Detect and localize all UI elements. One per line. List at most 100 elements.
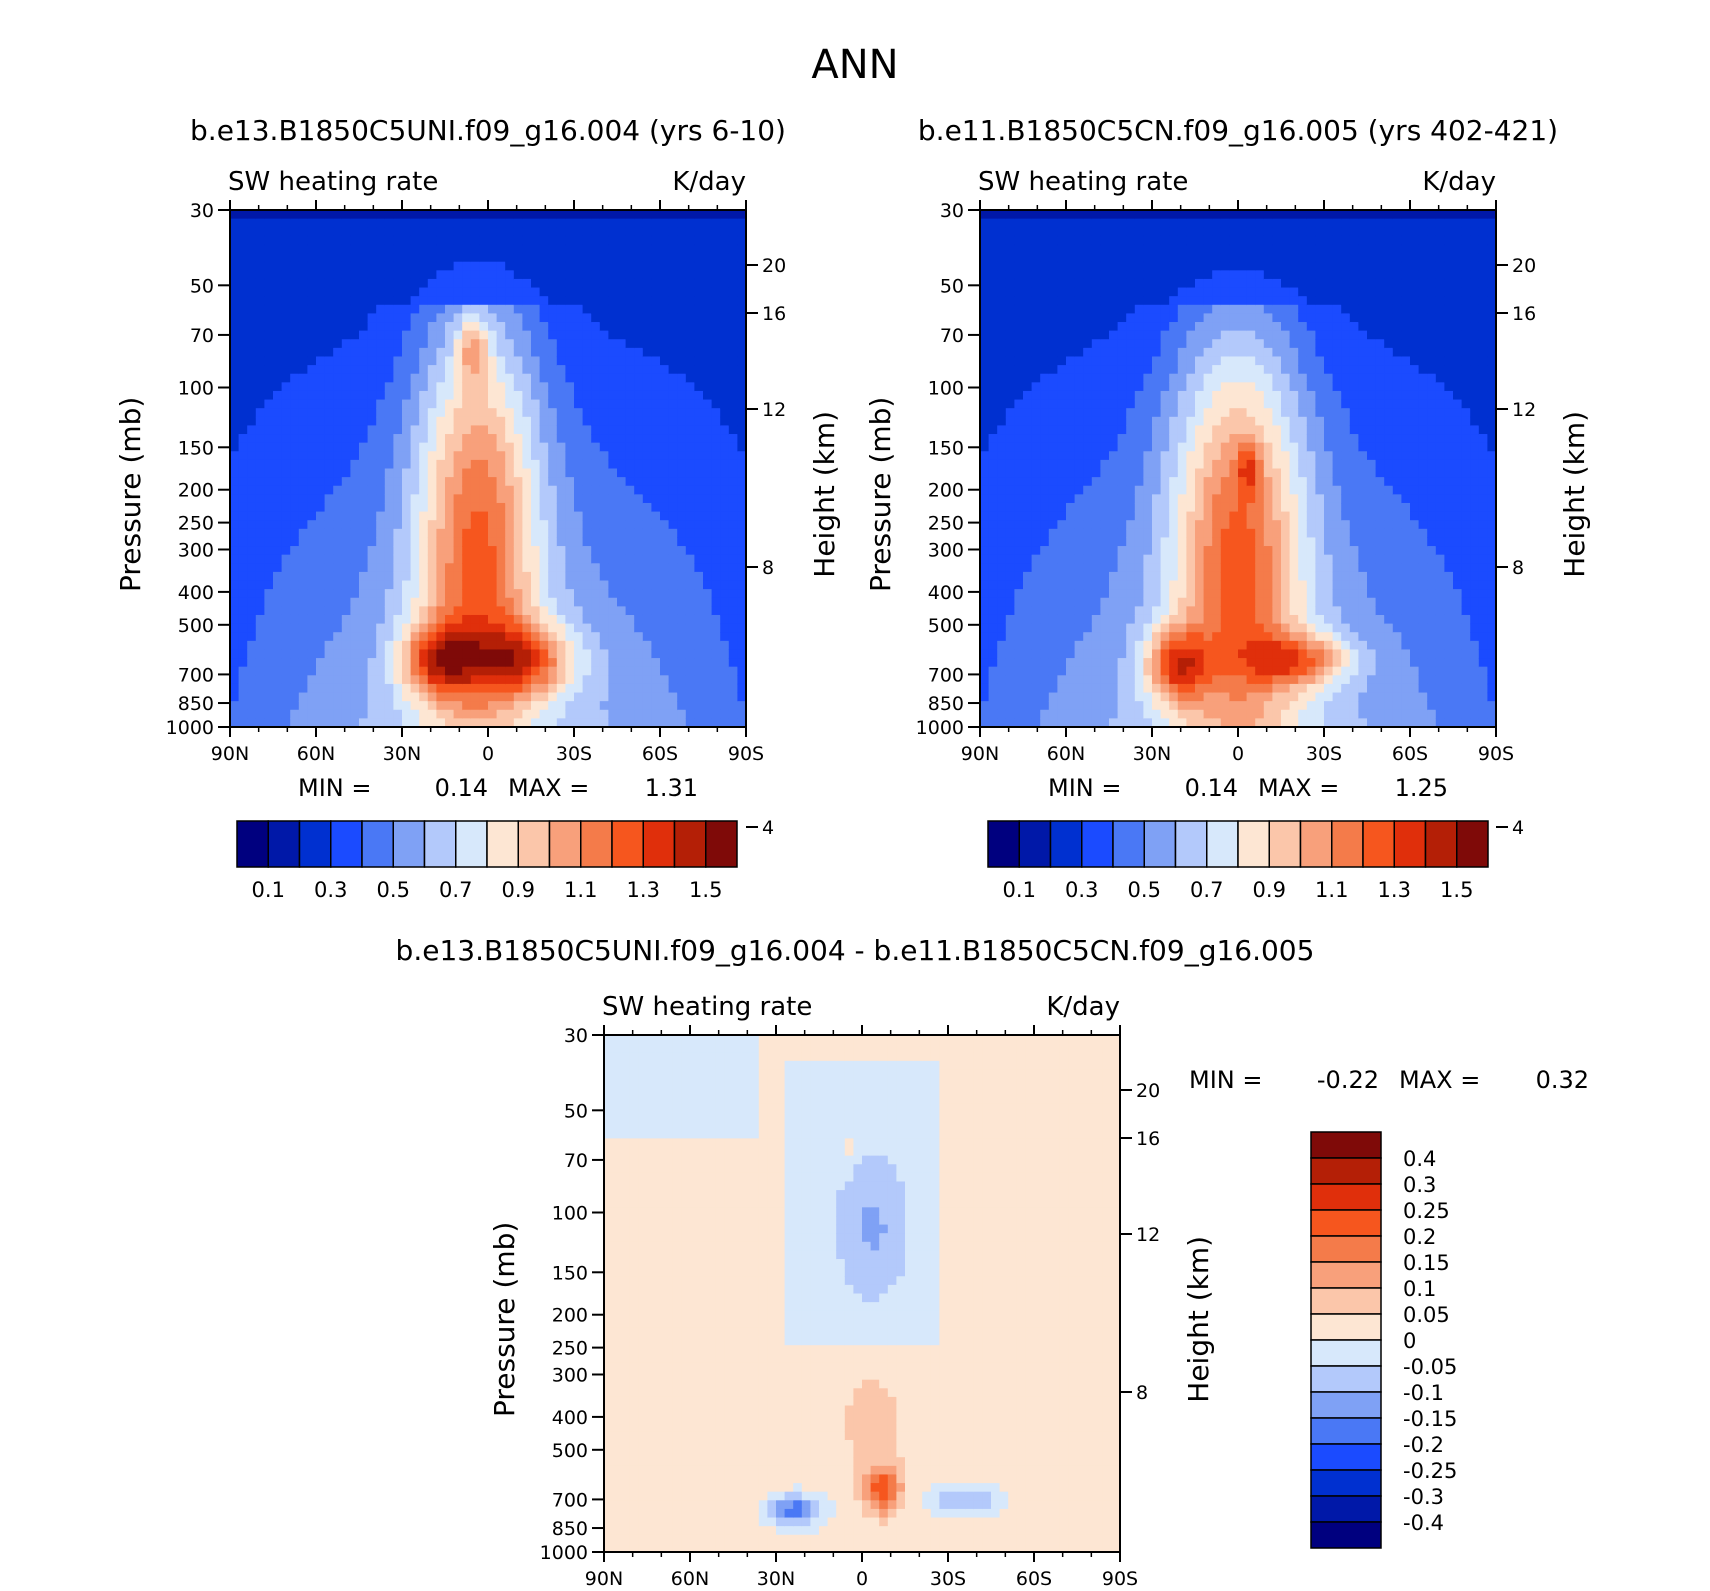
heatmap-cell xyxy=(660,572,669,581)
heatmap-cell xyxy=(299,236,308,245)
heatmap-cell xyxy=(264,270,273,279)
heatmap-cell xyxy=(989,537,998,546)
heatmap-cell xyxy=(720,710,729,719)
heatmap-cell xyxy=(1006,313,1015,322)
heatmap-cell xyxy=(522,244,531,253)
heatmap-cell xyxy=(488,408,497,417)
heatmap-cell xyxy=(256,279,265,288)
heatmap-cell xyxy=(445,555,454,564)
heatmap-cell xyxy=(1032,356,1041,365)
heatmap-cell xyxy=(669,451,678,460)
heatmap-cell xyxy=(1023,684,1032,693)
heatmap-cell xyxy=(677,236,686,245)
heatmap-cell xyxy=(479,546,488,555)
heatmap-cell xyxy=(462,227,471,236)
heatmap-cell xyxy=(264,322,273,331)
heatmap-cell xyxy=(1023,494,1032,503)
heatmap-cell xyxy=(1049,408,1058,417)
heatmap-cell xyxy=(393,270,402,279)
heatmap-cell xyxy=(694,563,703,572)
heatmap-cell xyxy=(1143,331,1152,340)
heatmap-cell xyxy=(1040,279,1049,288)
heatmap-cell xyxy=(393,339,402,348)
heatmap-cell xyxy=(282,356,291,365)
heatmap-cell xyxy=(1032,632,1041,641)
heatmap-cell xyxy=(574,624,583,633)
heatmap-cell xyxy=(402,615,411,624)
heatmap-cell xyxy=(359,701,368,710)
heatmap-cell xyxy=(514,313,523,322)
heatmap-cell xyxy=(239,451,248,460)
heatmap-cell xyxy=(290,555,299,564)
heatmap-cell xyxy=(1100,710,1109,719)
heatmap-cell xyxy=(247,615,256,624)
heatmap-cell xyxy=(712,425,721,434)
heatmap-cell xyxy=(497,305,506,314)
heatmap-cell xyxy=(514,675,523,684)
heatmap-cell xyxy=(1083,244,1092,253)
heatmap-cell xyxy=(634,451,643,460)
heatmap-cell xyxy=(505,434,514,443)
heatmap-cell xyxy=(299,701,308,710)
heatmap-cell xyxy=(445,296,454,305)
heatmap-cell xyxy=(290,374,299,383)
heatmap-cell xyxy=(703,227,712,236)
heatmap-cell xyxy=(1040,494,1049,503)
heatmap-cell xyxy=(703,356,712,365)
heatmap-cell xyxy=(729,313,738,322)
heatmap-cell xyxy=(565,374,574,383)
heatmap-cell xyxy=(393,529,402,538)
heatmap-cell xyxy=(239,537,248,546)
heatmap-cell xyxy=(316,615,325,624)
heatmap-cell xyxy=(522,529,531,538)
heatmap-cell xyxy=(651,443,660,452)
heatmap-cell xyxy=(540,400,549,409)
heatmap-cell xyxy=(540,546,549,555)
heatmap-cell xyxy=(333,632,342,641)
heatmap-cell xyxy=(256,693,265,702)
heatmap-cell xyxy=(626,641,635,650)
heatmap-cell xyxy=(359,382,368,391)
heatmap-cell xyxy=(514,658,523,667)
heatmap-cell xyxy=(1057,469,1066,478)
heatmap-cell xyxy=(557,598,566,607)
heatmap-cell xyxy=(694,408,703,417)
heatmap-cell xyxy=(1032,675,1041,684)
heatmap-cell xyxy=(1126,503,1135,512)
heatmap-cell xyxy=(479,693,488,702)
heatmap-cell xyxy=(307,606,316,615)
heatmap-cell xyxy=(497,219,506,228)
heatmap-cell xyxy=(1100,296,1109,305)
heatmap-cell xyxy=(505,555,514,564)
heatmap-cell xyxy=(428,477,437,486)
heatmap-cell xyxy=(1066,658,1075,667)
heatmap-cell xyxy=(282,675,291,684)
heatmap-cell xyxy=(651,632,660,641)
heatmap-cell xyxy=(591,210,600,219)
heatmap-cell xyxy=(428,460,437,469)
heatmap-cell xyxy=(729,632,738,641)
heatmap-cell xyxy=(350,253,359,262)
heatmap-cell xyxy=(436,632,445,641)
heatmap-cell xyxy=(1143,262,1152,271)
heatmap-cell xyxy=(497,477,506,486)
heatmap-cell xyxy=(1066,279,1075,288)
heatmap-cell xyxy=(703,512,712,521)
heatmap-cell xyxy=(583,443,592,452)
heatmap-cell xyxy=(1075,563,1084,572)
heatmap-cell xyxy=(531,529,540,538)
heatmap-cell xyxy=(1109,615,1118,624)
heatmap-cell xyxy=(273,529,282,538)
heatmap-cell xyxy=(1032,425,1041,434)
heatmap-cell xyxy=(1023,675,1032,684)
heatmap-cell xyxy=(1152,296,1161,305)
heatmap-cell xyxy=(299,244,308,253)
heatmap-cell xyxy=(548,356,557,365)
heatmap-cell xyxy=(514,279,523,288)
heatmap-cell xyxy=(522,658,531,667)
heatmap-cell xyxy=(608,262,617,271)
heatmap-cell xyxy=(514,606,523,615)
heatmap-cell xyxy=(651,288,660,297)
heatmap-cell xyxy=(522,288,531,297)
heatmap-cell xyxy=(989,477,998,486)
